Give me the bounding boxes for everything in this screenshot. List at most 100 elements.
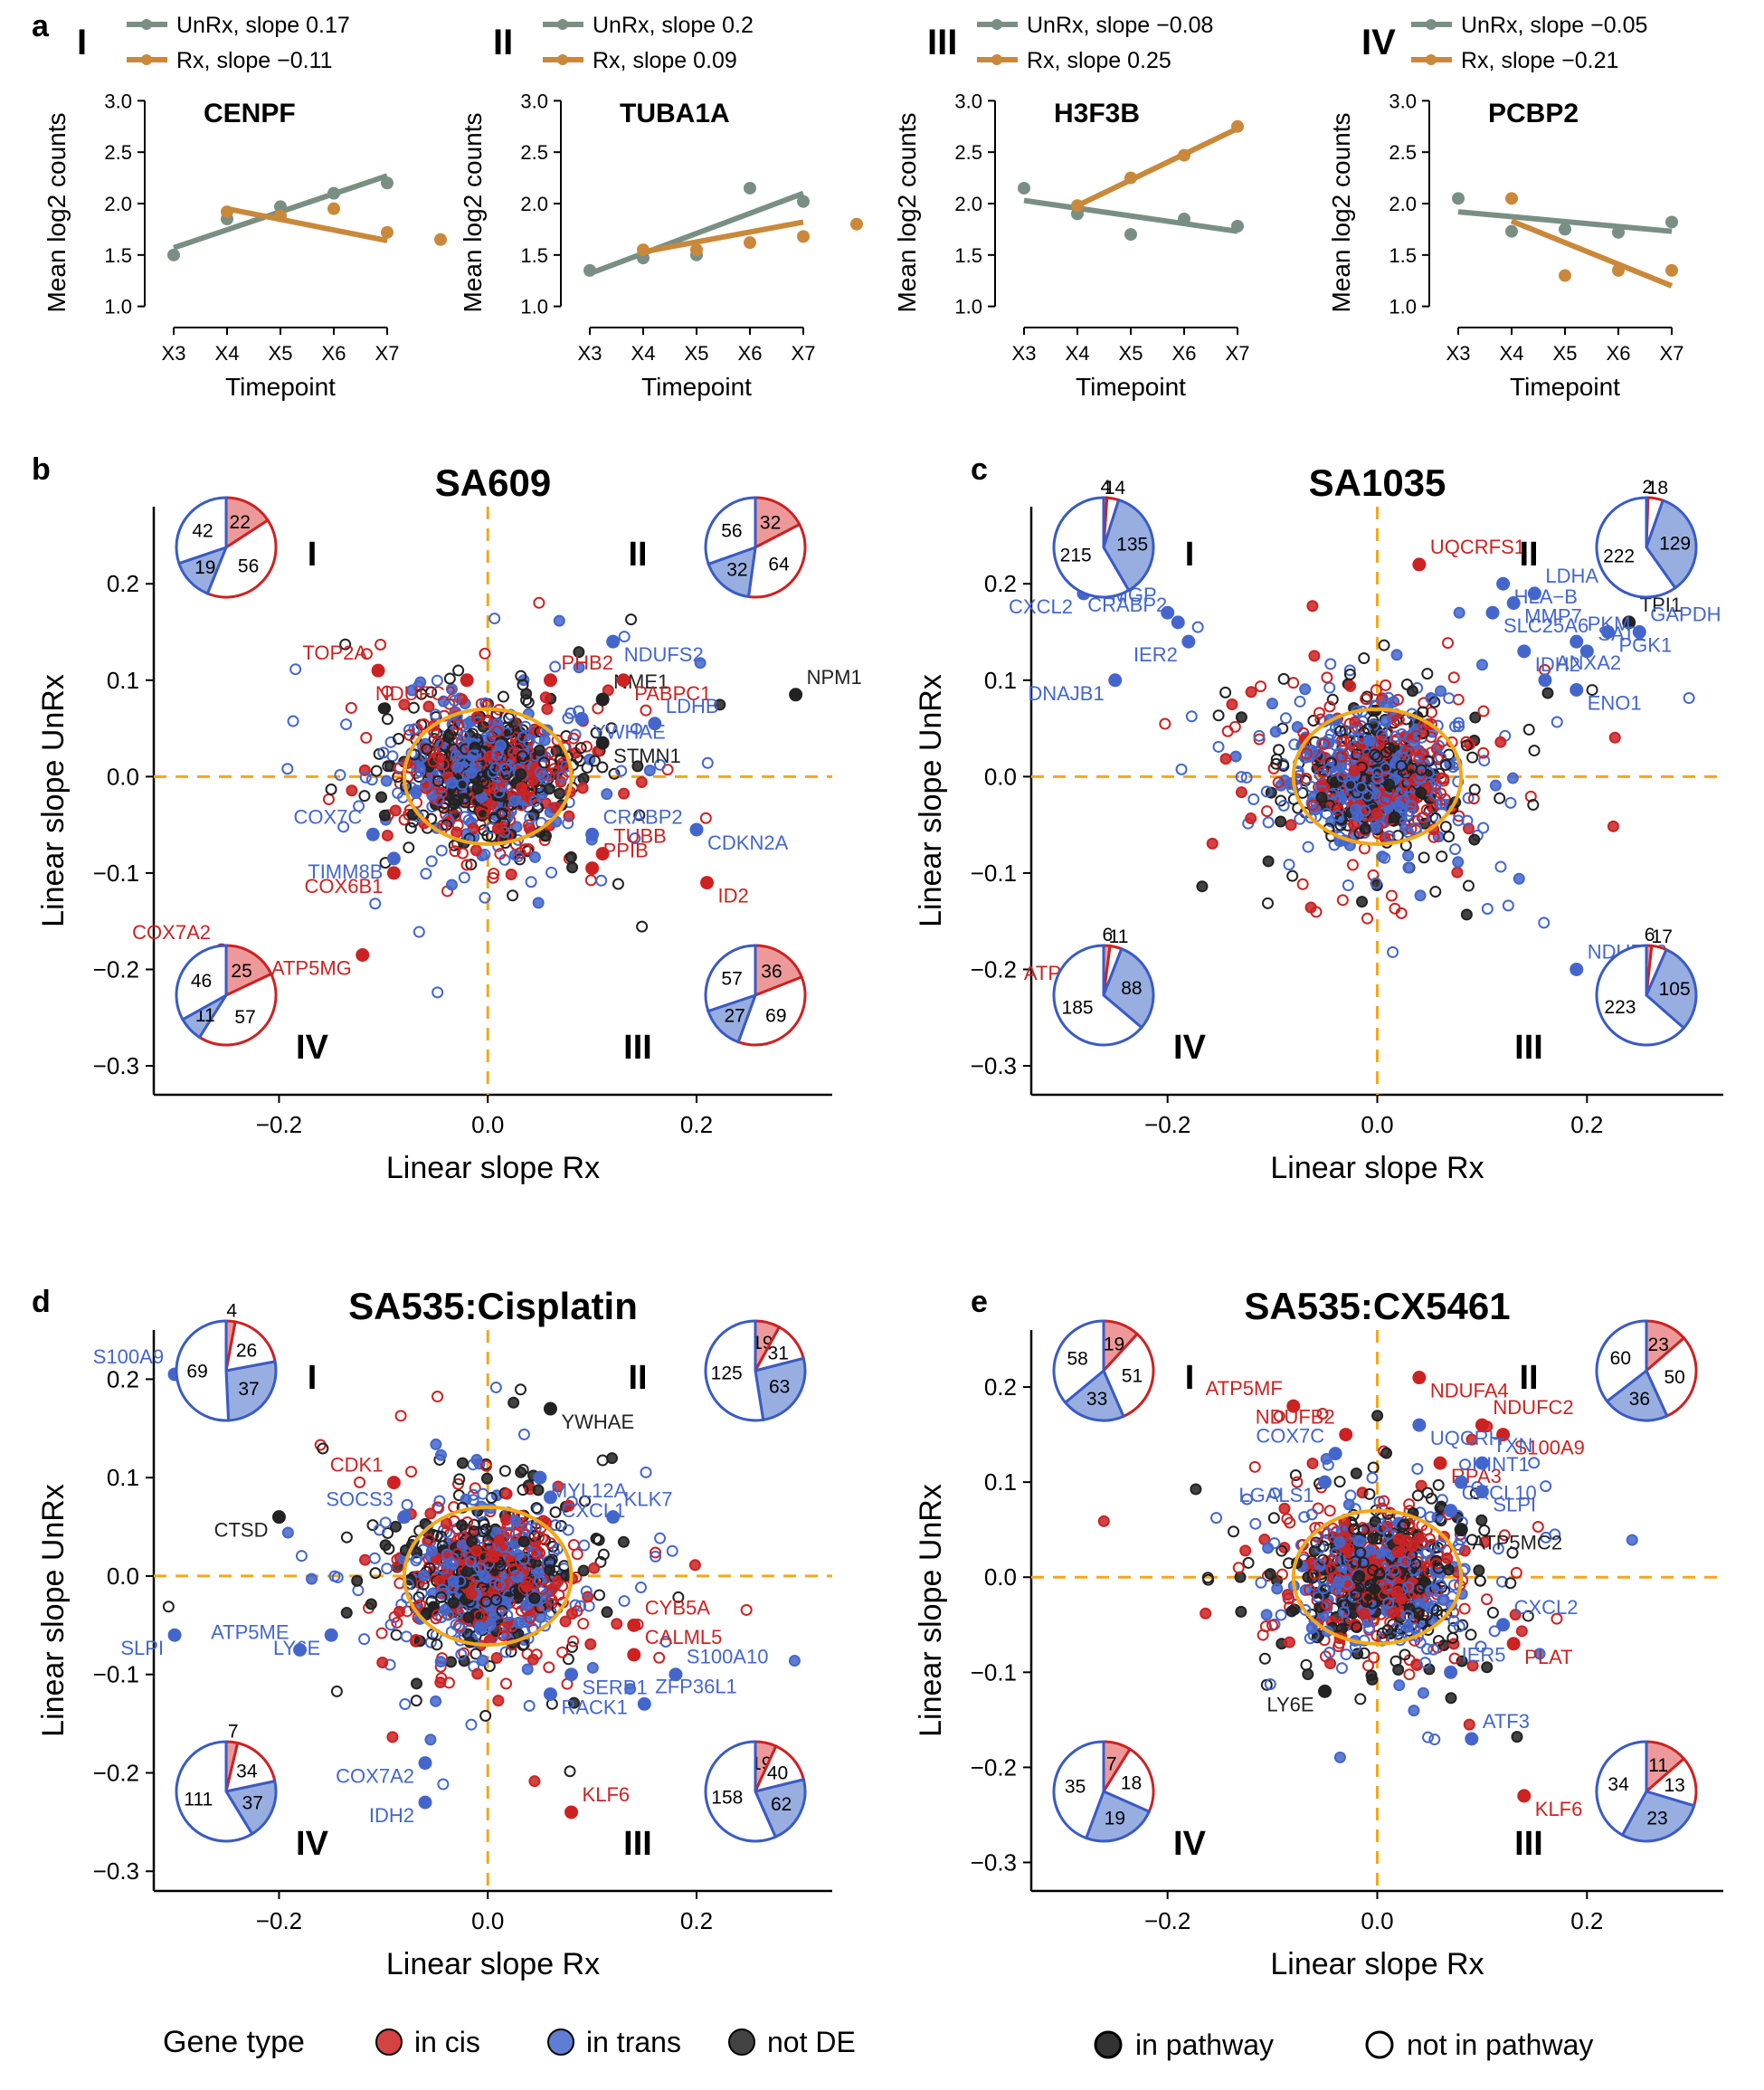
gene-point [1277,672,1290,685]
gene-label: CYB5A [645,1596,710,1619]
central-ellipse [402,707,574,846]
gene-point [1380,793,1392,806]
gene-point [439,1603,451,1616]
quadrant-pie-III: 617 105 223 III [1514,925,1698,1067]
gene-point [1229,750,1242,763]
quadrant-pie-II: 32 64 32 56 II [628,496,807,599]
gene-point [473,803,486,816]
unrx-point [1178,213,1190,226]
legend-title: Gene type [163,2025,305,2059]
quadrant-numeral: III [927,23,957,62]
gene-point [480,716,493,728]
gene-point [630,722,642,735]
labeled-gene-point [1601,625,1615,640]
labeled-gene-point [1570,682,1584,697]
gene-point [541,703,554,716]
x-tick-label: X6 [738,342,763,365]
gene-point [420,868,432,880]
gene-point [432,986,444,999]
gene-point [1275,1609,1287,1621]
gene-point [1524,790,1537,803]
gene-point [1449,843,1462,856]
gene-label: COX7C [1256,1425,1324,1448]
gene-point [1402,861,1415,874]
panel-letter: c [971,452,988,487]
labeled-gene-point [1318,1475,1332,1489]
gene-point [1332,810,1344,822]
gene-point [699,812,712,824]
gene-point [1481,902,1494,915]
gene-point [562,817,574,830]
gene-point [1355,781,1368,793]
gene-point [590,727,602,739]
y-tick-label: 0.0 [984,1563,1017,1591]
gene-label: COX7A2 [336,1765,414,1788]
labeled-gene-point [1496,576,1511,591]
quadrant-numeral: I [308,536,318,574]
quadrant-pie-I: 22 56 19 42 I [175,496,318,599]
gene-point [1453,720,1465,733]
gene-point [1460,908,1473,921]
gene-point [289,663,302,676]
gene-point [432,793,445,806]
gene-label: ATF3 [1483,1710,1530,1733]
gene-point [375,791,388,803]
gene-point [495,752,507,765]
gene-point [479,647,491,660]
gene-point [1275,779,1287,792]
gene-point [1332,803,1345,816]
pie-value: 36 [761,962,782,983]
gene-point [381,829,394,841]
gene-label: DNAJB1 [1028,682,1104,705]
gene-label: SLPI [120,1637,164,1659]
gene-point [1235,711,1247,724]
gene-point [1369,787,1381,800]
gene-point [500,1487,513,1500]
gene-point [601,1606,613,1619]
gene-point [534,766,546,779]
gene-point [577,773,590,785]
gene-point [1348,765,1361,777]
gene-label: UQCRFS1 [1430,536,1525,558]
gene-point [1467,793,1480,805]
gene-point [433,1495,446,1507]
gene-label: SOCS3 [326,1488,394,1511]
labeled-gene-point [1570,634,1584,649]
gene-point [1305,1621,1318,1634]
gene-label: CDKN2A [707,831,789,854]
gene-label: HINT1 [1472,1453,1530,1476]
gene-point [449,845,461,858]
gene-point [617,1535,630,1548]
gene-point [596,1454,609,1467]
quadrant-numeral: I [308,1359,318,1397]
legend-marker [547,2028,574,2056]
gene-point [497,1629,509,1642]
gene-point [654,1532,667,1544]
chart-title: SA535:Cisplatin [348,1285,638,1327]
labeled-gene-point [606,1510,621,1525]
gene-point [1382,830,1395,842]
labeled-gene-point [543,1401,557,1416]
gene-point [1228,1525,1240,1538]
gene-point [1326,793,1339,805]
x-tick-label: 0.0 [1361,1907,1393,1934]
gene-point [1255,680,1267,693]
y-tick-label: 0.0 [984,763,1017,790]
legend-unrx-label: UnRx, slope −0.08 [1027,13,1213,38]
gene-point [618,631,631,643]
gene-label: SLC25A6 [1503,614,1589,637]
chart-title: SA535:CX5461 [1244,1285,1510,1327]
gene-label: MMP7 [1524,605,1582,628]
gene-point [615,765,628,777]
pie-value: 51 [1122,1365,1143,1386]
gene-label: IDH2 [1535,653,1580,676]
gene-point [1285,1605,1298,1618]
point-cloud [1159,600,1695,958]
gene-point [445,879,458,891]
gene-label: LGALS1 [1238,1484,1314,1506]
pie-slice [1052,944,1144,1047]
x-tick-label: X3 [578,342,602,365]
gene-point [1317,737,1330,750]
